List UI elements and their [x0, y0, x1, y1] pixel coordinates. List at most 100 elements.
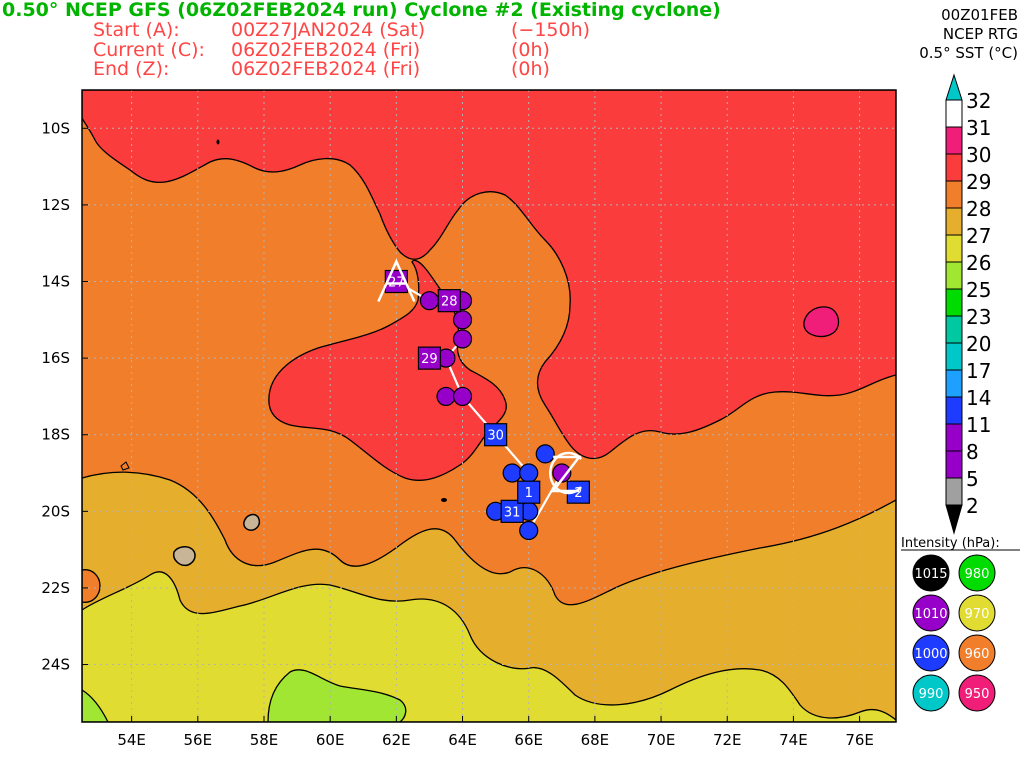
sst-30-region — [82, 90, 896, 460]
intensity-swatch — [958, 634, 996, 672]
island-mauritius — [243, 513, 261, 531]
colorbar-segment — [945, 315, 963, 344]
track-point — [436, 386, 456, 407]
colorbar-label: 26 — [966, 251, 991, 275]
lon-label: 74E — [779, 731, 808, 749]
lon-label: 68E — [581, 731, 610, 749]
colorbar-segment — [945, 342, 963, 371]
analysis-time: 00Z01FEB — [941, 6, 1018, 24]
intensity-value: 1010 — [914, 607, 947, 622]
colorbar-label: 2 — [966, 494, 979, 518]
colorbar-segment — [945, 261, 963, 290]
intensity-swatch — [912, 674, 950, 712]
start-row: Start (A): 00Z27JAN2024 (Sat) (−150h) — [93, 21, 590, 97]
colorbar-segment — [945, 99, 963, 128]
lon-label: 54E — [117, 731, 146, 749]
lat-label: 10S — [41, 119, 70, 137]
lon-label: 62E — [382, 731, 411, 749]
lon-label: 60E — [316, 731, 345, 749]
lat-label: 12S — [41, 196, 70, 214]
colorbar-segment — [945, 153, 963, 182]
sst-source: NCEP RTG — [942, 25, 1018, 43]
colorbar-label: 17 — [966, 359, 991, 383]
intensity-value: 1000 — [914, 647, 947, 662]
sst-26-patch — [82, 689, 109, 722]
track-point — [502, 463, 522, 483]
lat-label: 24S — [41, 656, 70, 674]
island-rodrigues — [441, 498, 447, 502]
track-point — [452, 329, 473, 349]
colorbar-label: 30 — [966, 143, 991, 167]
colorbar-label: 28 — [966, 197, 991, 221]
day-marker — [517, 480, 541, 504]
intensity-value: 950 — [965, 687, 990, 702]
colorbar-top-cap — [945, 73, 963, 101]
end-label: End (Z): — [93, 58, 170, 80]
lon-label: 58E — [250, 731, 279, 749]
map-title: 0.50° NCEP GFS (06Z02FEB2024 run) Cyclon… — [2, 0, 721, 21]
colorbar-segment — [945, 396, 963, 425]
intensity-legend: Intensity (hPa): 1015 980 1010 970 1000 960 990… — [901, 536, 1020, 712]
day-marker-label: 1 — [525, 486, 533, 501]
start-label: Start (A): — [93, 19, 180, 41]
intensity-swatch — [958, 594, 996, 632]
colorbar-label: 25 — [966, 278, 991, 302]
day-marker-label: 28 — [441, 295, 458, 310]
colorbar-label: 23 — [966, 305, 991, 329]
colorbar-label: 29 — [966, 170, 991, 194]
lon-label: 76E — [845, 731, 874, 749]
sst-units: 0.5° SST (°C) — [919, 44, 1018, 62]
current-offset: (0h) — [511, 39, 550, 61]
colorbar-segment — [945, 423, 963, 452]
day-marker — [417, 346, 442, 370]
sst-field — [82, 90, 896, 722]
graticule — [82, 90, 896, 722]
lat-label: 22S — [41, 579, 70, 597]
intensity-value: 1015 — [914, 567, 947, 582]
sst-colorbar: 32 31 30 29 28 27 26 25 23 20 17 14 11 8 5 2 — [945, 73, 991, 535]
track-point — [552, 463, 572, 483]
island-reunion — [172, 546, 196, 567]
colorbar-label: 20 — [966, 332, 991, 356]
end-offset: (0h) — [511, 58, 550, 80]
colorbar-segment — [945, 207, 963, 236]
end-z-symbol — [550, 455, 582, 493]
current-date: 06Z02FEB2024 (Fri) — [231, 39, 421, 61]
colorbar-bottom-cap — [945, 504, 963, 535]
start-offset: (−150h) — [511, 19, 591, 41]
current-c-symbol — [549, 451, 583, 495]
colorbar-label: 27 — [966, 224, 991, 248]
track-point — [419, 291, 440, 311]
track-point — [452, 310, 473, 330]
colorbar-segment — [945, 126, 963, 155]
lat-label: 20S — [41, 502, 70, 520]
map-frame — [81, 89, 897, 723]
colorbar-label: 5 — [966, 467, 979, 491]
intensity-value: 990 — [919, 687, 944, 702]
intensity-swatch — [958, 554, 996, 592]
colorbar-segment — [945, 477, 963, 506]
colorbar-segment — [945, 180, 963, 209]
track-point — [452, 386, 473, 407]
end-date: 06Z02FEB2024 (Fri) — [231, 58, 421, 80]
lon-label: 64E — [448, 731, 477, 749]
island-agalega — [216, 139, 220, 145]
lon-label: 56E — [184, 731, 213, 749]
start-date: 00Z27JAN2024 (Sat) — [231, 19, 426, 41]
lon-label: 70E — [647, 731, 676, 749]
colorbar-segment — [945, 234, 963, 263]
lat-label: 16S — [41, 349, 70, 367]
day-marker — [500, 499, 524, 523]
day-marker-label: 30 — [487, 429, 504, 444]
sst-29-patch — [82, 569, 101, 603]
colorbar-segment — [945, 450, 963, 479]
colorbar-label: 31 — [966, 116, 991, 140]
lon-label: 66E — [514, 731, 543, 749]
sst-26-patch — [267, 669, 407, 722]
start-a-symbol — [377, 258, 416, 303]
lat-label: 18S — [41, 426, 70, 444]
intensity-legend-title: Intensity (hPa): — [901, 536, 1000, 551]
intensity-value: 970 — [965, 607, 990, 622]
